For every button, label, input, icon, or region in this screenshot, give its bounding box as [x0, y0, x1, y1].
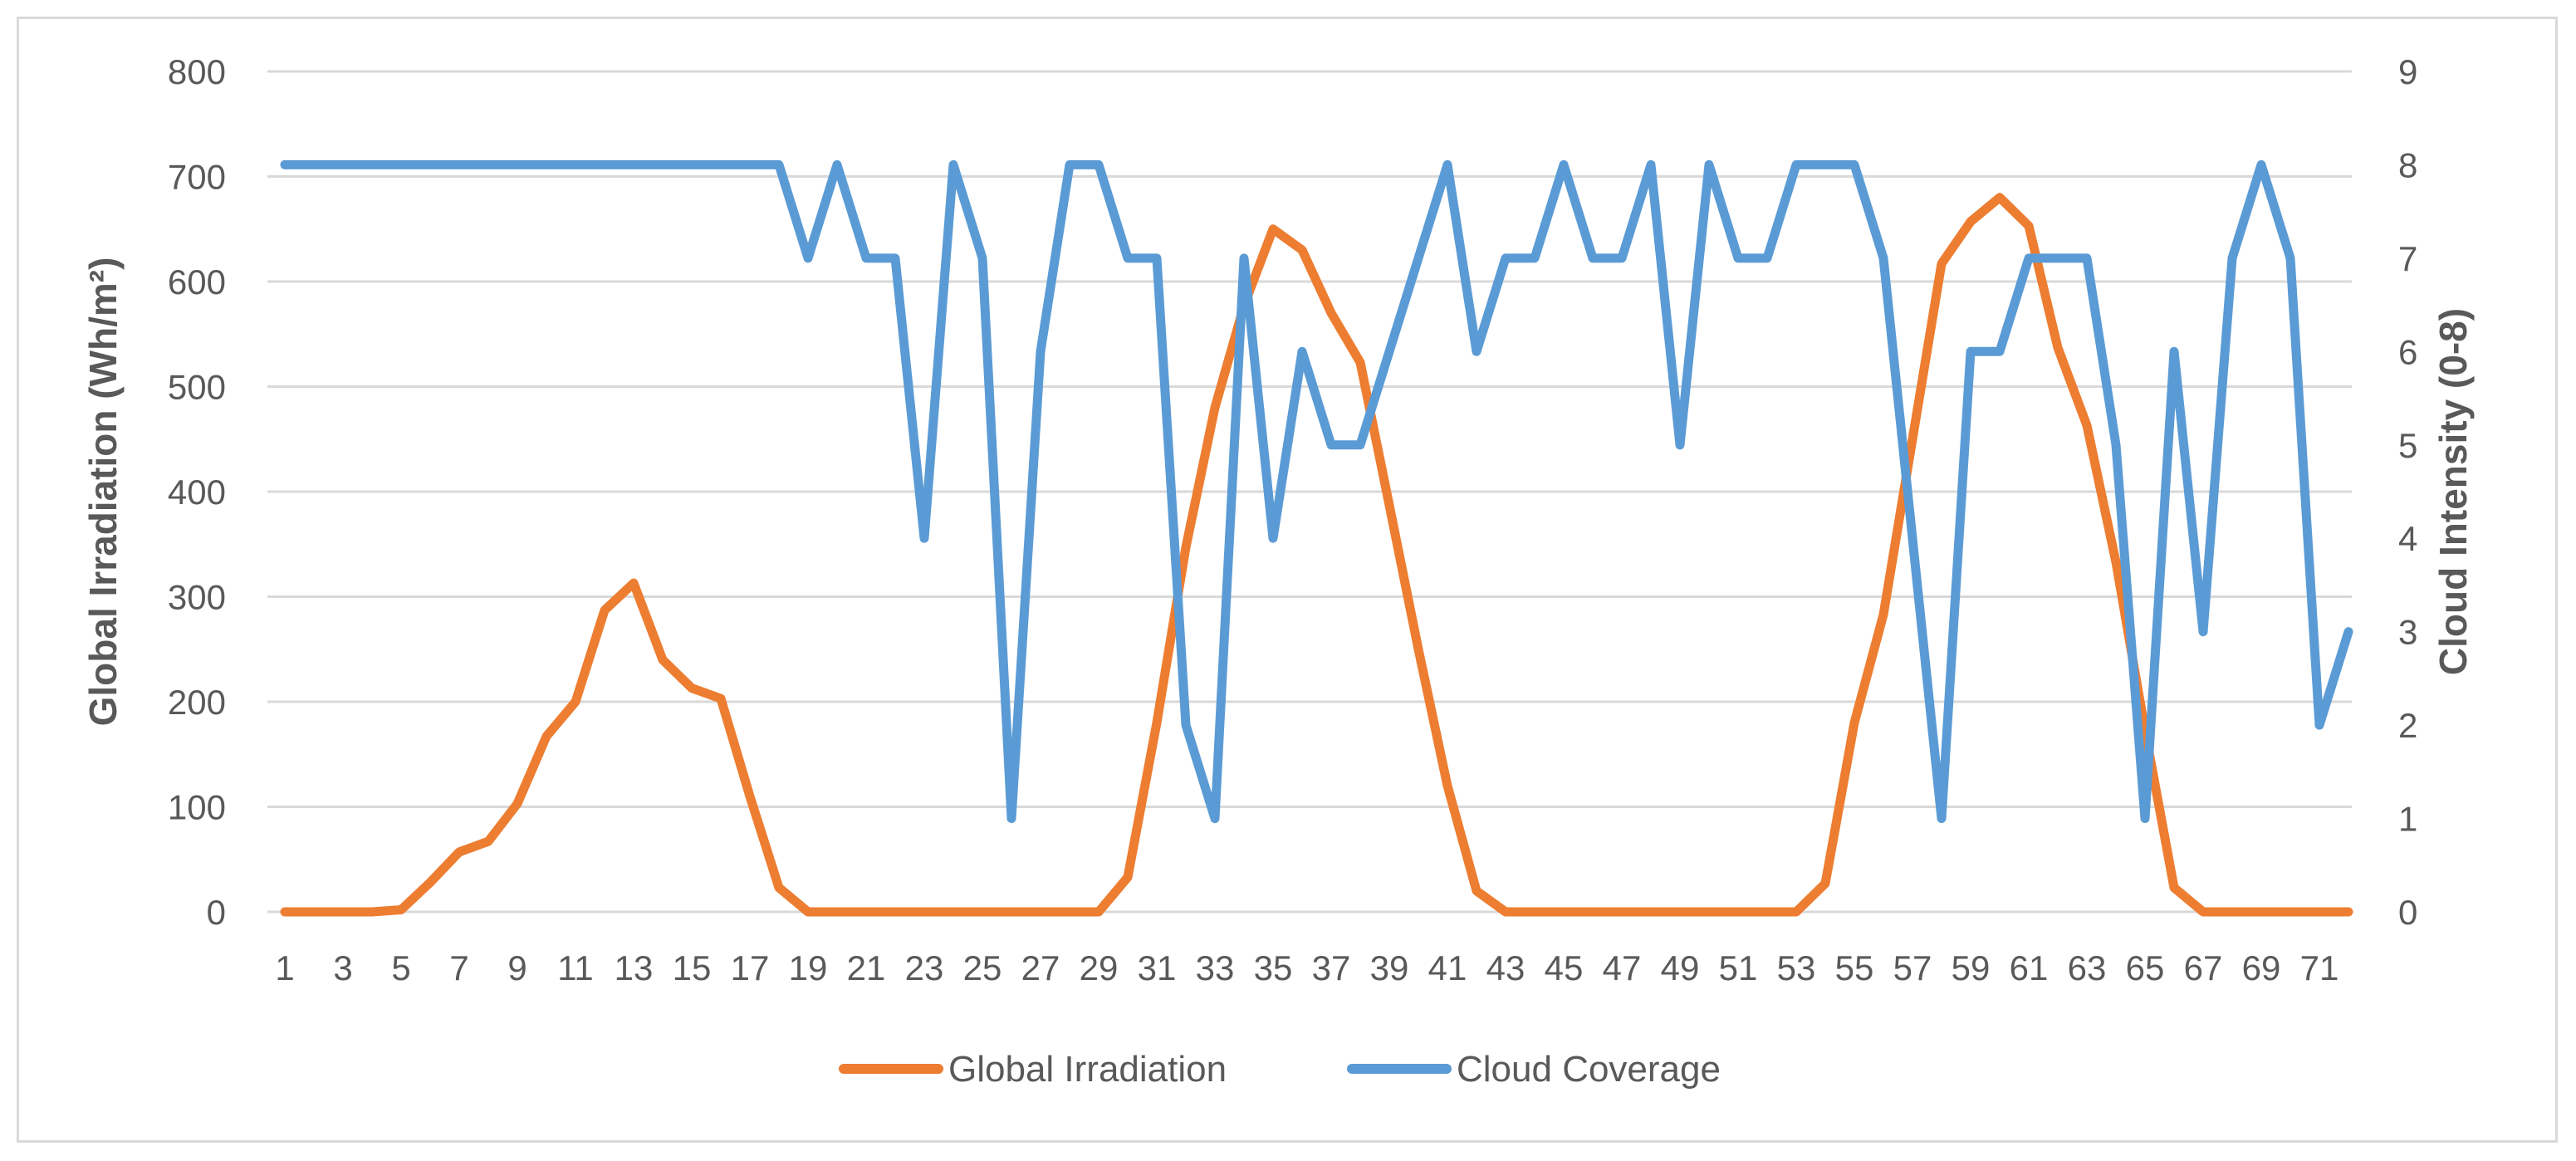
- left-axis-ticks: 0 100 200 300 400 500 600 700 800: [168, 52, 226, 932]
- right-axis-tick-label: 6: [2398, 332, 2417, 371]
- x-axis-tick-label: 5: [391, 948, 410, 987]
- x-axis-tick-label: 11: [557, 948, 594, 987]
- x-axis-tick-label: 29: [1080, 948, 1119, 987]
- left-axis-tick-label: 400: [168, 473, 226, 512]
- right-axis-tick-label: 9: [2398, 52, 2417, 91]
- right-axis-ticks: 0 1 2 3 4 5 6 7 8 9: [2398, 52, 2417, 932]
- x-axis-tick-label: 43: [1486, 948, 1526, 987]
- x-axis-tick-label: 65: [2126, 948, 2165, 987]
- legend-label-cloud-coverage: Cloud Coverage: [1457, 1049, 1721, 1090]
- left-axis-tick-label: 600: [168, 262, 226, 301]
- legend-label-global-irradiation: Global Irradiation: [948, 1049, 1227, 1090]
- x-axis-tick-label: 9: [507, 948, 526, 987]
- x-axis-tick-label: 41: [1428, 948, 1467, 987]
- left-axis-tick-label: 500: [168, 368, 226, 407]
- right-axis-title: Cloud Intensity (0-8): [2432, 308, 2475, 675]
- x-axis-tick-label: 49: [1661, 948, 1700, 987]
- x-axis-tick-label: 37: [1312, 948, 1351, 987]
- left-axis-tick-label: 800: [168, 52, 226, 91]
- right-axis-tick-label: 2: [2398, 706, 2417, 745]
- x-axis-tick-label: 21: [847, 948, 886, 987]
- x-axis-tick-label: 45: [1545, 948, 1584, 987]
- right-axis-tick-label: 4: [2398, 519, 2417, 558]
- x-axis-tick-label: 7: [449, 948, 468, 987]
- x-axis-tick-label: 71: [2300, 948, 2339, 987]
- x-axis-tick-label: 23: [905, 948, 944, 987]
- x-axis-tick-label: 27: [1021, 948, 1060, 987]
- gridlines: [267, 70, 2352, 914]
- x-axis-tick-label: 47: [1603, 948, 1642, 987]
- left-axis-title: Global Irradiation (Wh/m²): [81, 257, 125, 727]
- x-axis-tick-label: 1: [275, 948, 294, 987]
- x-axis-tick-label: 3: [333, 948, 352, 987]
- left-axis-tick-label: 300: [168, 578, 226, 617]
- x-axis-tick-label: 33: [1196, 948, 1235, 987]
- x-axis-tick-label: 25: [963, 948, 1002, 987]
- x-axis-tick-label: 39: [1370, 948, 1409, 987]
- x-axis-tick-label: 55: [1835, 948, 1874, 987]
- x-axis-tick-label: 15: [673, 948, 712, 987]
- left-axis-tick-label: 200: [168, 683, 226, 722]
- right-axis-tick-label: 8: [2398, 145, 2417, 184]
- x-axis-tick-label: 57: [1893, 948, 1932, 987]
- right-axis-tick-label: 1: [2398, 800, 2417, 839]
- chart-frame: [17, 17, 2558, 1143]
- x-axis-tick-label: 63: [2068, 948, 2107, 987]
- x-axis-tick-label: 35: [1254, 948, 1293, 987]
- x-axis-tick-label: 69: [2242, 948, 2281, 987]
- legend: Global Irradiation Cloud Coverage: [839, 1049, 1721, 1090]
- cloud-coverage-line: [280, 159, 2353, 824]
- x-axis-tick-label: 17: [731, 948, 770, 987]
- x-axis-tick-label: 53: [1777, 948, 1816, 987]
- x-axis-tick-label: 59: [1952, 948, 1991, 987]
- x-axis-tick-label: 31: [1138, 948, 1177, 987]
- x-axis-tick-label: 19: [789, 948, 828, 987]
- x-axis-tick-label: 51: [1719, 948, 1758, 987]
- series-lines: [280, 159, 2353, 917]
- x-axis-tick-label: 61: [2010, 948, 2049, 987]
- left-axis-tick-label: 0: [207, 893, 226, 932]
- x-axis-tick-label: 67: [2184, 948, 2223, 987]
- global-irradiation-line: [280, 193, 2353, 917]
- right-axis-tick-label: 7: [2398, 239, 2417, 278]
- right-axis-tick-label: 3: [2398, 613, 2417, 652]
- x-axis-tick-label: 13: [615, 948, 654, 987]
- x-axis-ticks: 1 3 5 7 9 11 13 15 17 19 21 23 25 27 29 31 33 35 37 39 41 43 4…: [275, 948, 2338, 987]
- right-axis-tick-label: 5: [2398, 426, 2417, 465]
- left-axis-tick-label: 100: [168, 788, 226, 827]
- left-axis-tick-label: 700: [168, 158, 226, 197]
- right-axis-tick-label: 0: [2398, 893, 2417, 932]
